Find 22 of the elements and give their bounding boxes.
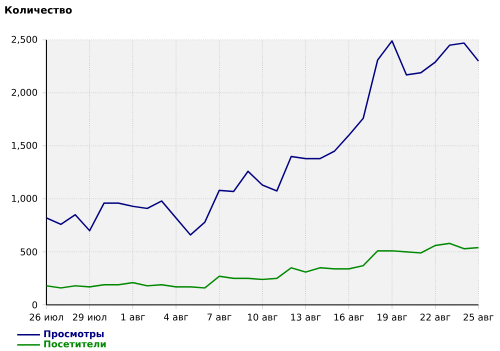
line-series <box>46 242 480 289</box>
x-tick-label: 1 авг <box>121 314 145 321</box>
y-tick-label: 500 <box>20 248 38 256</box>
x-tick-label: 4 авг <box>164 314 188 321</box>
x-tick-label: 16 авг <box>334 314 364 321</box>
y-tick-label: 1,500 <box>12 142 38 150</box>
y-tick-label: 0 <box>32 301 38 308</box>
y-tick-label: 1,000 <box>12 194 38 203</box>
x-tick-label: 29 июл <box>72 314 106 321</box>
x-tick-label: 19 авг <box>378 314 408 321</box>
x-tick-label: 22 авг <box>420 314 450 321</box>
x-tick-label: 25 авг <box>464 314 494 321</box>
legend-label: Просмотры <box>44 330 104 340</box>
x-tick-label: 7 авг <box>208 314 232 321</box>
x-tick-label: 10 авг <box>248 314 278 321</box>
y-axis-title: Количество <box>5 6 72 14</box>
x-tick-label: 13 авг <box>291 314 321 321</box>
legend-label: Посетители <box>44 340 106 348</box>
y-tick-label: 2,500 <box>12 36 38 44</box>
x-tick-label: 26 июл <box>30 314 64 321</box>
y-tick-label: 2,000 <box>12 88 38 97</box>
line-series <box>46 40 480 236</box>
